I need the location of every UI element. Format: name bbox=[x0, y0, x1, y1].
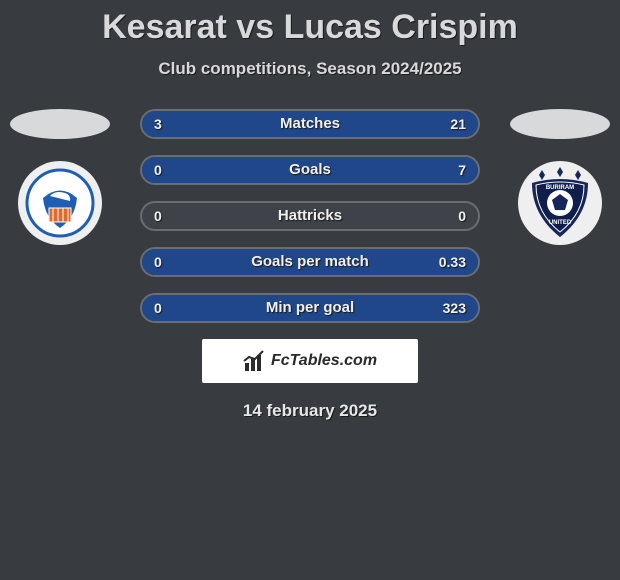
club-left-badge bbox=[18, 161, 102, 245]
club-right-badge: BURIRAM UNITED bbox=[518, 161, 602, 245]
date-text: 14 february 2025 bbox=[0, 401, 620, 421]
stat-label: Goals per match bbox=[142, 249, 478, 275]
brand-box[interactable]: FcTables.com bbox=[202, 339, 418, 383]
stat-bars: 321Matches 07Goals 00Hattricks 00.33Goals p… bbox=[140, 109, 480, 323]
player-left-avatar bbox=[10, 109, 110, 139]
chart-icon bbox=[243, 349, 267, 373]
stat-label: Matches bbox=[142, 111, 478, 137]
stat-row: 00.33Goals per match bbox=[140, 247, 480, 277]
comparison-panel: BURIRAM UNITED 321Matches 07Goals 00Hattri… bbox=[0, 109, 620, 421]
stat-row: 00Hattricks bbox=[140, 201, 480, 231]
stat-label: Hattricks bbox=[142, 203, 478, 229]
subtitle: Club competitions, Season 2024/2025 bbox=[0, 59, 620, 79]
brand-text: FcTables.com bbox=[271, 352, 377, 370]
svg-text:BURIRAM: BURIRAM bbox=[546, 185, 574, 191]
page-title: Kesarat vs Lucas Crispim bbox=[0, 0, 620, 47]
player-right-avatar bbox=[510, 109, 610, 139]
stat-row: 07Goals bbox=[140, 155, 480, 185]
club-left-icon bbox=[25, 168, 95, 238]
stat-label: Goals bbox=[142, 157, 478, 183]
stat-row: 0323Min per goal bbox=[140, 293, 480, 323]
stat-label: Min per goal bbox=[142, 295, 478, 321]
stat-row: 321Matches bbox=[140, 109, 480, 139]
club-right-icon: BURIRAM UNITED bbox=[522, 165, 598, 241]
svg-text:UNITED: UNITED bbox=[549, 220, 572, 226]
